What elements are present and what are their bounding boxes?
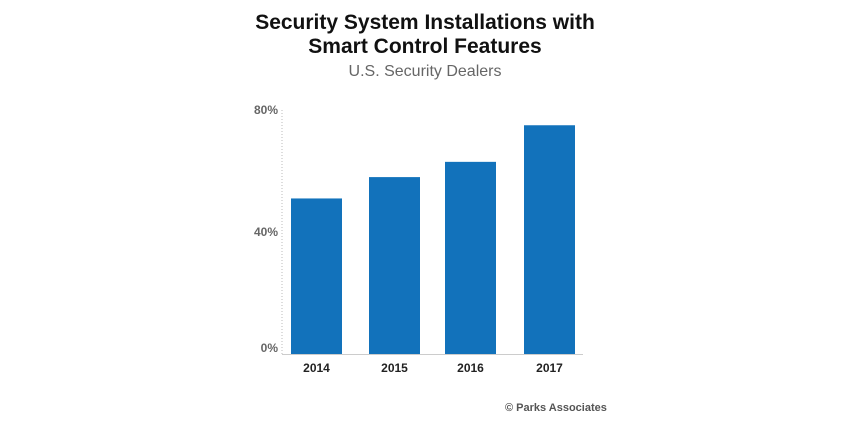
credit-text: © Parks Associates [505,402,607,414]
bar-2016 [445,161,496,354]
x-tick-label: 2016 [457,361,484,375]
chart-title-line2: Smart Control Features [308,35,542,58]
chart-title: Security System Installations with Smart… [0,11,850,59]
chart-subtitle: U.S. Security Dealers [348,63,502,80]
x-tick-label: 2014 [303,361,330,375]
y-tick-label: 40% [254,225,278,239]
y-tick-label: 0% [261,341,279,355]
bar-2017 [524,125,575,354]
x-tick-label: 2017 [536,361,563,375]
y-tick-label: 80% [254,103,278,117]
bar-2015 [369,177,420,354]
chart-title-line1: Security System Installations with [255,11,595,34]
bar-2014 [291,198,342,354]
x-tick-label: 2015 [381,361,408,375]
